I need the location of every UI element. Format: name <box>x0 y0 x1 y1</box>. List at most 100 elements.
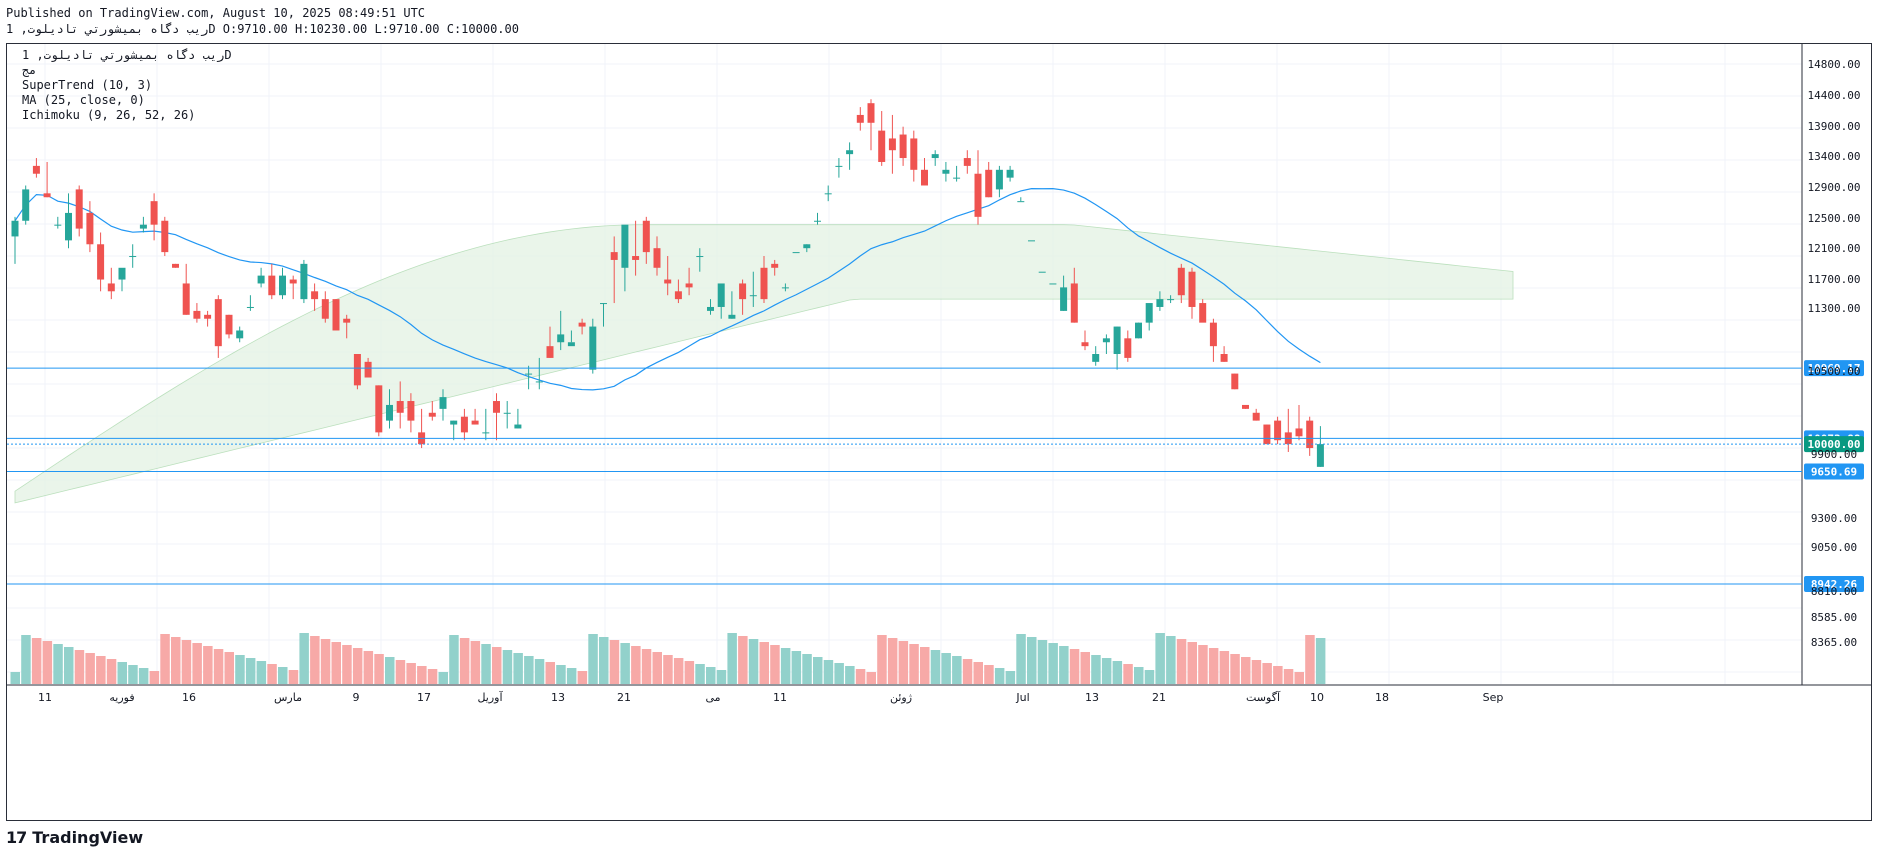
volume-bar <box>984 665 994 684</box>
volume-bar <box>1123 664 1133 684</box>
volume-bar <box>748 639 759 684</box>
y-tick-label: 8365.00 <box>1811 636 1857 649</box>
candle-body <box>353 354 361 386</box>
volume-bar <box>1048 643 1058 684</box>
volume-bar <box>695 664 705 684</box>
volume-bar <box>42 641 53 684</box>
candle-body <box>942 169 950 174</box>
candle-body <box>1220 354 1228 362</box>
volume-bar <box>21 635 31 684</box>
candle-body <box>11 220 19 237</box>
volume-bar <box>706 667 716 684</box>
volume-bar <box>823 660 834 684</box>
candle-body <box>749 295 757 297</box>
candle-body <box>268 275 276 296</box>
candle-body <box>995 169 1003 190</box>
candle-body <box>386 404 393 421</box>
volume-bar <box>952 656 962 684</box>
volume-bar <box>149 671 160 684</box>
candle-body <box>1017 201 1025 203</box>
candle-body <box>236 330 244 339</box>
x-tick-label: 11 <box>38 691 52 704</box>
candle-body <box>910 138 918 170</box>
volume-bar <box>342 645 352 684</box>
price-label: 10000.00 <box>1808 438 1861 451</box>
candle-body <box>985 169 993 198</box>
volume-bar <box>1251 660 1262 684</box>
candle-body <box>139 224 147 229</box>
candle-body <box>610 252 618 260</box>
volume-bar <box>299 633 309 684</box>
candle-body <box>257 275 265 284</box>
volume-bar <box>1101 658 1112 684</box>
tradingview-mark-icon: 17 <box>6 828 27 847</box>
candle-body <box>214 299 222 347</box>
candle-body <box>921 169 928 186</box>
candle-body <box>846 150 854 155</box>
volume-bar <box>1027 637 1037 684</box>
volume-bar <box>877 635 887 684</box>
chart-canvas[interactable]: 10969.1710073.8810000.009650.698942.2614… <box>7 44 1871 820</box>
candle-body <box>182 283 190 315</box>
volume-bar <box>1080 652 1090 684</box>
legend-supertrend[interactable]: SuperTrend (10, 3) <box>22 78 153 92</box>
volume-bar <box>609 640 620 684</box>
candle-body <box>204 314 212 319</box>
candle-body <box>54 224 62 226</box>
y-tick-label: 12900.00 <box>1808 181 1861 194</box>
volume-bar <box>920 647 930 684</box>
y-tick-label: 14400.00 <box>1808 89 1861 102</box>
volume-bar <box>192 643 202 684</box>
volume-bar <box>994 668 1005 684</box>
tradingview-logo: 17 TradingView <box>6 828 143 847</box>
volume-bar <box>1037 640 1048 684</box>
candle-body <box>525 373 533 375</box>
x-tick-label: 16 <box>182 691 196 704</box>
price-label: 8942.26 <box>1811 578 1858 591</box>
y-tick-label: 9050.00 <box>1811 541 1857 554</box>
x-tick-label: 11 <box>773 691 787 704</box>
candle-body <box>824 193 832 195</box>
volume-bar <box>171 637 181 684</box>
volume-bar <box>117 662 127 684</box>
volume-bar <box>513 653 523 684</box>
candle-body <box>856 114 864 123</box>
volume-bar <box>1208 648 1219 684</box>
volume-bar <box>331 642 341 684</box>
candle-body <box>1177 267 1185 296</box>
candle-body <box>1081 342 1089 347</box>
price-label-bg <box>1804 463 1864 480</box>
legend-ma[interactable]: MA (25, close, 0) <box>22 93 145 107</box>
candle-body <box>396 401 404 413</box>
candle-body <box>161 220 169 253</box>
candle-body <box>75 189 83 229</box>
volume-bar <box>973 662 983 684</box>
volume-bar <box>556 665 566 684</box>
volume-bar <box>866 672 876 684</box>
candle-body <box>225 314 233 335</box>
volume-bar <box>684 661 695 684</box>
candle-body <box>407 401 415 421</box>
volume-bar <box>245 658 256 684</box>
volume-bar <box>256 661 267 684</box>
volume-bar <box>181 640 192 684</box>
volume-bar <box>1262 663 1272 684</box>
chart-frame[interactable]: 10969.1710073.8810000.009650.698942.2614… <box>6 43 1872 821</box>
candle-body <box>118 267 126 280</box>
x-tick-label: 17 <box>417 691 431 704</box>
candle-body <box>632 256 640 260</box>
volume-bar <box>673 658 684 684</box>
candle-body <box>1263 424 1271 445</box>
y-tick-label: 9300.00 <box>1811 512 1857 525</box>
candle-body <box>1113 326 1121 354</box>
candle-body <box>1252 412 1260 421</box>
candle-body <box>1295 428 1303 437</box>
volume-bar <box>1069 649 1080 684</box>
legend-ichimoku[interactable]: Ichimoku (9, 26, 52, 26) <box>22 108 196 122</box>
volume-bar <box>566 668 577 684</box>
candle-body <box>674 291 682 300</box>
candle-body <box>1167 299 1175 301</box>
volume-bar <box>1059 646 1069 684</box>
candle-body <box>279 275 286 296</box>
candle-body <box>835 165 843 167</box>
